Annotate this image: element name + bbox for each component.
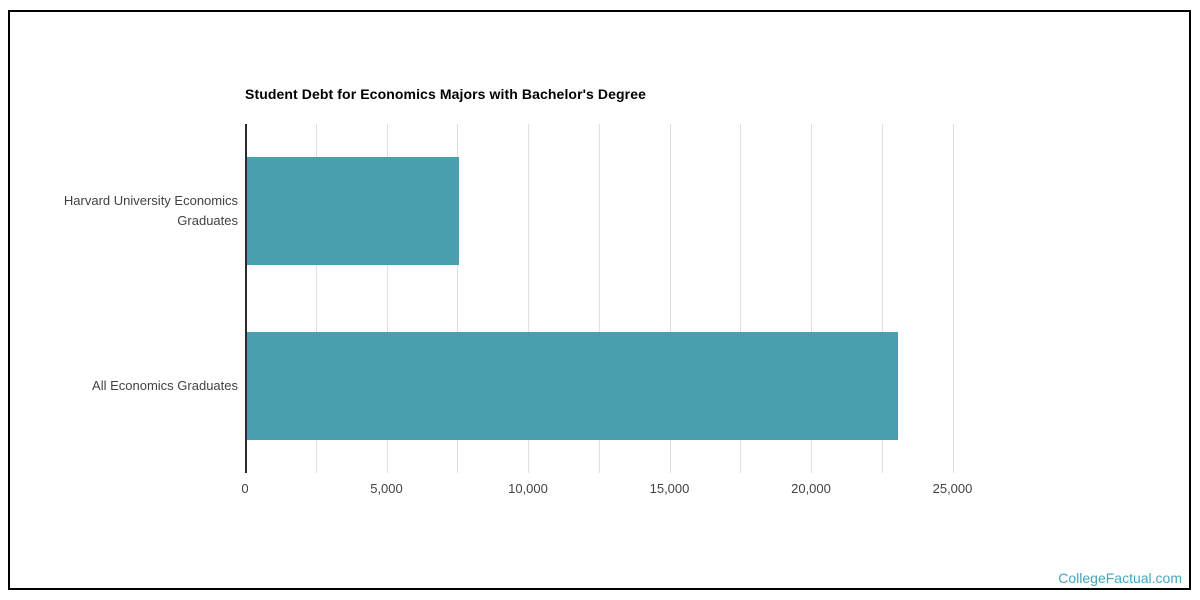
- gridline: [528, 124, 529, 473]
- y-axis-line: [245, 124, 247, 473]
- x-tick-label-5: 25,000: [932, 481, 973, 496]
- collegefactual-watermark-link[interactable]: CollegeFactual.com: [1058, 570, 1182, 586]
- x-tick-label-1: 5,000: [370, 481, 403, 496]
- plot-area: [245, 124, 985, 473]
- gridline: [740, 124, 742, 473]
- gridline: [598, 124, 600, 473]
- gridline: [669, 124, 671, 473]
- x-tick-label-2: 10,000: [508, 481, 548, 496]
- gridline: [881, 124, 883, 473]
- gridline: [386, 124, 388, 473]
- x-tick-label-0: 0: [241, 481, 249, 496]
- x-tick-label-3: 15,000: [649, 481, 690, 496]
- gridline: [457, 124, 459, 473]
- x-tick-label-4: 20,000: [791, 481, 831, 496]
- category-label-0: Harvard University Economics Graduates: [63, 193, 238, 229]
- gridline: [315, 124, 317, 473]
- bar-0[interactable]: [247, 157, 460, 266]
- gridline: [811, 124, 812, 473]
- gridline: [952, 124, 954, 473]
- chart-title: Student Debt for Economics Majors with B…: [245, 86, 647, 102]
- category-label-1: All Economics Graduates: [92, 377, 238, 393]
- bar-1[interactable]: [247, 331, 898, 440]
